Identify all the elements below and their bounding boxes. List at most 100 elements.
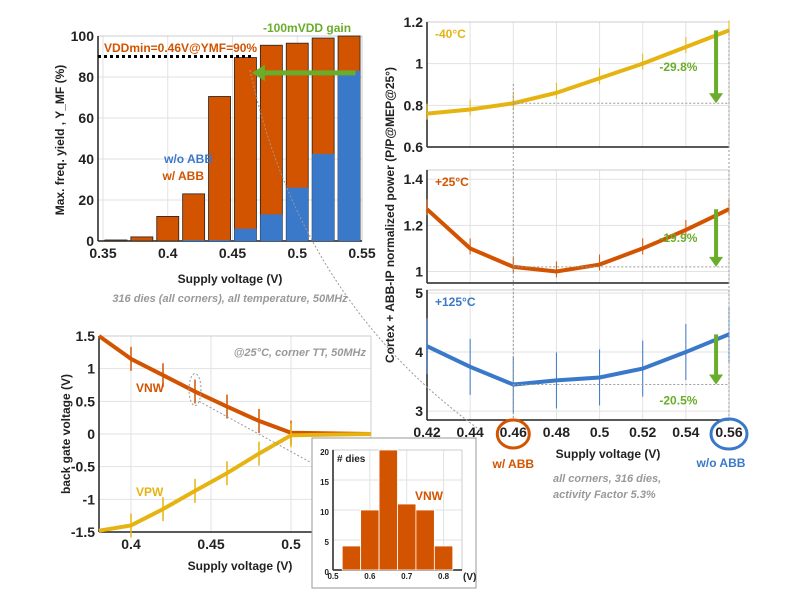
y-tick-label: 100 xyxy=(71,28,95,44)
x-tick-label: 0.4 xyxy=(121,536,141,552)
y-tick-label: 80 xyxy=(78,69,94,85)
bar-without-abb xyxy=(234,228,257,241)
reduction-label: -19.9% xyxy=(659,231,697,245)
reduction-label: -20.5% xyxy=(659,394,697,408)
inset-connector xyxy=(198,400,311,463)
inset-x-unit: (V) xyxy=(463,572,476,583)
x-tick-label: 0.45 xyxy=(197,536,224,552)
footnote: 316 dies (all corners), all temperature,… xyxy=(112,293,348,305)
y-tick-label: 1.4 xyxy=(404,171,424,187)
note-2: activity Factor 5.3% xyxy=(553,489,656,501)
y-tick-label: -0.5 xyxy=(71,459,95,475)
x-tick-label: 0.52 xyxy=(629,424,656,440)
y-tick-label: 20 xyxy=(78,192,94,208)
bar-without-abb xyxy=(182,239,205,241)
y-tick-label: 0 xyxy=(87,426,95,442)
y-tick-label: 20 xyxy=(320,448,329,457)
y-tick-label: 0.8 xyxy=(404,97,424,113)
hist-bar xyxy=(360,509,380,571)
x-tick-label: 0.56 xyxy=(715,424,742,440)
bar-without-abb xyxy=(338,70,361,241)
inset-title: # dies xyxy=(337,454,366,465)
x-tick-label: 0.4 xyxy=(158,245,178,261)
x-tick-label: 0.54 xyxy=(672,424,699,440)
y-tick-label: 60 xyxy=(78,110,94,126)
x-tick-label: 0.42 xyxy=(413,424,440,440)
without-abb-label: w/o ABB xyxy=(696,456,746,470)
y-tick-label: 0 xyxy=(86,233,94,249)
connector-line xyxy=(249,69,481,431)
hist-bar xyxy=(397,503,417,571)
without-abb-circle xyxy=(709,417,749,451)
legend-without-abb: w/o ABB xyxy=(163,152,213,166)
series-line-2 xyxy=(426,332,730,387)
y-tick-label: 3 xyxy=(415,403,423,419)
bar-with-abb xyxy=(104,239,128,242)
y-tick-label: 1.2 xyxy=(404,14,424,30)
y-tick-label: 1 xyxy=(415,56,423,72)
series-line-1 xyxy=(425,207,730,274)
y-tick-label: 0 xyxy=(325,568,330,577)
panel-label: +25°C xyxy=(435,175,469,189)
y-axis-label: Cortex + ABB-IP normalized power (P/P@ME… xyxy=(383,67,397,363)
y-tick-label: 40 xyxy=(78,151,94,167)
x-axis-label: Supply voltage (V) xyxy=(188,559,293,573)
bar-with-abb xyxy=(234,57,257,242)
highlight-ellipse xyxy=(188,373,202,407)
x-tick-label: 0.6 xyxy=(364,572,376,581)
hist-bar xyxy=(341,545,362,571)
note-1: all corners, 316 dies, xyxy=(553,473,661,485)
with-abb-circle xyxy=(495,418,531,450)
y-tick-label: 1.2 xyxy=(404,217,424,233)
x-tick-label: 0.8 xyxy=(438,572,450,581)
reduction-label: -29.8% xyxy=(659,60,697,74)
x-tick-label: 0.7 xyxy=(401,572,413,581)
gain-arrowhead xyxy=(251,64,265,82)
y-tick-label: 15 xyxy=(320,478,329,487)
bar-with-abb xyxy=(156,215,180,242)
bar-with-abb xyxy=(182,193,206,242)
hist-bar xyxy=(378,449,398,571)
series-line-VNW xyxy=(97,334,372,436)
gain-label: -100mVDD gain xyxy=(263,21,351,35)
panel-label: +125°C xyxy=(435,295,476,309)
y-tick-label: 1 xyxy=(87,361,95,377)
x-axis-label: Supply voltage (V) xyxy=(556,447,661,461)
y-tick-label: 0.6 xyxy=(404,139,424,155)
y-tick-label: -1 xyxy=(83,491,96,507)
reduction-arrowhead xyxy=(709,374,724,385)
condition-note: @25°C, corner TT, 50MHz xyxy=(234,347,367,359)
bar-without-abb xyxy=(312,153,335,241)
x-tick-label: 0.5 xyxy=(288,245,308,261)
x-tick-label: 0.55 xyxy=(348,245,375,261)
legend-with-abb: w/ ABB xyxy=(161,169,204,183)
bar-without-abb xyxy=(286,187,309,241)
reduction-arrowhead xyxy=(709,256,724,267)
y-tick-label: 5 xyxy=(415,285,423,301)
bar-with-abb xyxy=(208,96,231,242)
x-tick-label: 0.5 xyxy=(281,536,301,552)
vnw-label: VNW xyxy=(136,381,165,395)
y-axis-label: back gate voltage (V) xyxy=(59,374,73,494)
with-abb-label: w/ ABB xyxy=(492,457,535,471)
x-tick-label: 0.46 xyxy=(500,424,527,440)
series-line-VPW xyxy=(98,432,372,533)
vpw-label: VPW xyxy=(136,485,164,499)
y-tick-label: -1.5 xyxy=(71,524,95,540)
y-tick-label: 4 xyxy=(415,344,423,360)
bar-without-abb xyxy=(260,214,283,241)
series-line-0 xyxy=(426,28,730,116)
bar-with-abb xyxy=(130,236,154,242)
hist-bar xyxy=(415,509,435,571)
x-tick-label: 0.48 xyxy=(543,424,570,440)
y-tick-label: 10 xyxy=(320,508,329,517)
y-axis-label: Max. freq. yield , Y_MF (%) xyxy=(53,65,67,215)
bar-without-abb xyxy=(208,239,231,241)
vddmin-label: VDDmin=0.46V@YMF=90% xyxy=(104,41,257,55)
y-tick-label: 0.5 xyxy=(76,393,96,409)
inset-vnw-label: VNW xyxy=(415,489,444,503)
hist-bar xyxy=(433,545,454,571)
x-tick-label: 0.35 xyxy=(89,245,116,261)
x-axis-label: Supply voltage (V) xyxy=(178,272,283,286)
y-tick-label: 1 xyxy=(415,263,423,279)
